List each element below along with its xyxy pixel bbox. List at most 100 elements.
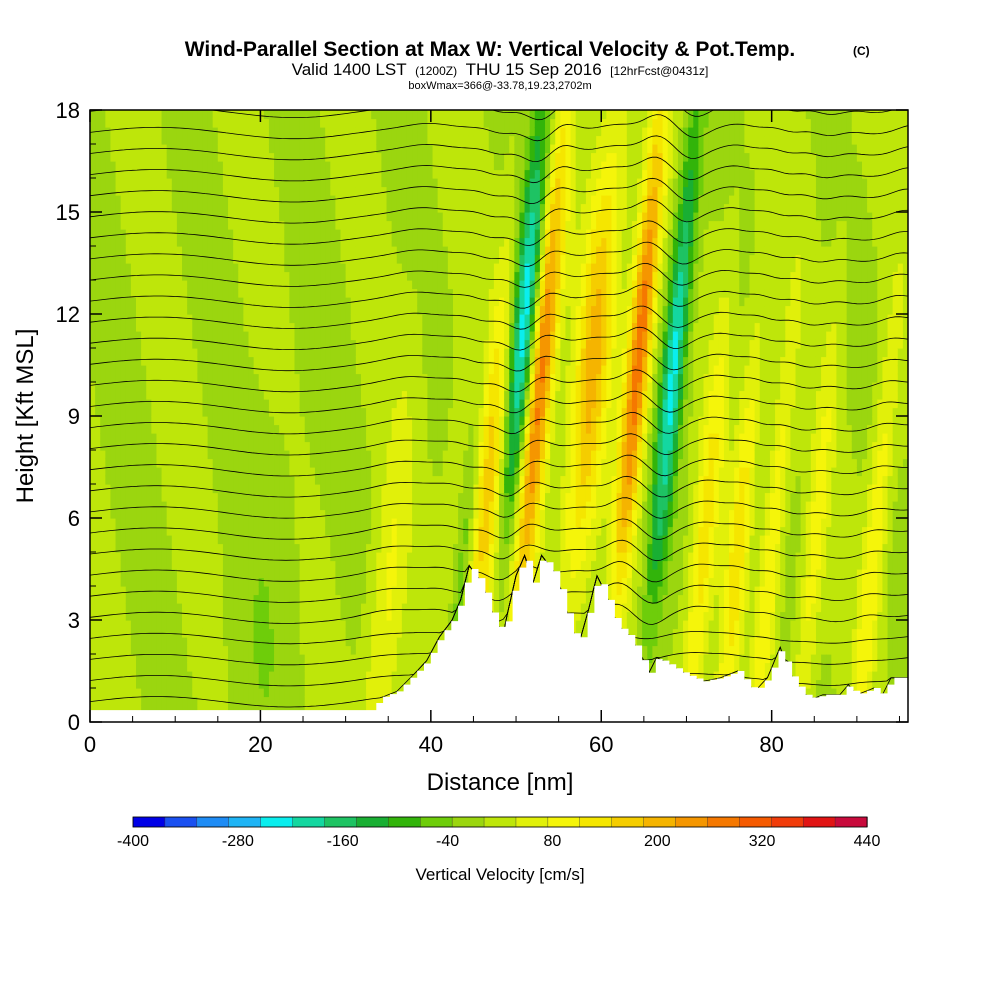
velocity-cell bbox=[427, 280, 434, 290]
velocity-cell bbox=[422, 535, 429, 545]
velocity-cell bbox=[355, 628, 362, 638]
velocity-cell bbox=[401, 212, 408, 222]
velocity-cell bbox=[136, 416, 142, 426]
velocity-cell bbox=[166, 110, 173, 120]
velocity-cell bbox=[187, 620, 193, 630]
velocity-cell bbox=[350, 671, 357, 681]
velocity-cell bbox=[366, 603, 372, 613]
velocity-cell bbox=[233, 594, 239, 604]
velocity-cell bbox=[90, 254, 96, 264]
velocity-cell bbox=[233, 254, 239, 264]
velocity-cell bbox=[171, 407, 178, 417]
velocity-cell bbox=[146, 152, 152, 162]
velocity-cell bbox=[202, 458, 209, 468]
velocity-cell bbox=[427, 212, 434, 222]
velocity-cell bbox=[355, 671, 362, 681]
velocity-cell bbox=[253, 577, 260, 587]
velocity-cell bbox=[151, 339, 158, 349]
velocity-cell bbox=[161, 501, 168, 511]
velocity-cell bbox=[166, 518, 173, 528]
velocity-cell bbox=[412, 586, 418, 596]
velocity-cell bbox=[115, 186, 122, 196]
velocity-cell bbox=[304, 331, 311, 341]
velocity-cell bbox=[284, 450, 290, 460]
velocity-cell bbox=[110, 212, 117, 222]
velocity-cell bbox=[274, 620, 280, 630]
velocity-cell bbox=[197, 144, 204, 154]
velocity-cell bbox=[130, 382, 137, 392]
velocity-cell bbox=[166, 161, 173, 171]
velocity-cell bbox=[381, 424, 388, 434]
velocity-cell bbox=[386, 203, 393, 213]
velocity-cell bbox=[396, 144, 403, 154]
velocity-cell bbox=[130, 501, 137, 511]
velocity-cell bbox=[314, 671, 321, 681]
velocity-cell bbox=[335, 586, 342, 596]
velocity-cell bbox=[304, 620, 311, 630]
velocity-cell bbox=[222, 152, 229, 162]
velocity-cell bbox=[171, 127, 178, 137]
velocity-cell bbox=[136, 586, 142, 596]
velocity-cell bbox=[222, 110, 229, 120]
velocity-cell bbox=[151, 450, 158, 460]
velocity-cell bbox=[355, 314, 362, 324]
velocity-cell bbox=[417, 662, 423, 672]
velocity-cell bbox=[212, 586, 219, 596]
velocity-cell bbox=[192, 662, 198, 672]
velocity-cell bbox=[299, 161, 306, 171]
velocity-cell bbox=[125, 399, 132, 409]
velocity-cell bbox=[299, 628, 306, 638]
velocity-cell bbox=[202, 229, 209, 239]
velocity-cell bbox=[309, 501, 316, 511]
velocity-cell bbox=[391, 645, 398, 655]
velocity-cell bbox=[406, 526, 413, 536]
velocity-cell bbox=[412, 322, 418, 332]
velocity-cell bbox=[371, 382, 377, 392]
velocity-cell bbox=[320, 127, 326, 137]
velocity-cell bbox=[314, 280, 321, 290]
velocity-cell bbox=[156, 475, 163, 485]
velocity-cell bbox=[350, 127, 357, 137]
velocity-cell bbox=[335, 577, 342, 587]
velocity-cell bbox=[381, 331, 388, 341]
velocity-cell bbox=[289, 679, 296, 689]
velocity-cell bbox=[105, 382, 112, 392]
velocity-cell bbox=[304, 628, 311, 638]
velocity-cell bbox=[432, 518, 439, 528]
velocity-cell bbox=[161, 288, 168, 298]
velocity-cell bbox=[304, 288, 311, 298]
velocity-cell bbox=[161, 331, 168, 341]
velocity-cell bbox=[110, 382, 117, 392]
velocity-cell bbox=[299, 603, 306, 613]
velocity-cell bbox=[197, 169, 204, 179]
velocity-cell bbox=[335, 331, 342, 341]
velocity-cell bbox=[176, 161, 183, 171]
velocity-cell bbox=[238, 263, 244, 273]
velocity-cell bbox=[406, 594, 413, 604]
velocity-cell bbox=[207, 450, 214, 460]
velocity-cell bbox=[171, 433, 178, 443]
velocity-cell bbox=[340, 178, 347, 188]
velocity-cell bbox=[412, 305, 418, 315]
velocity-cell bbox=[105, 135, 112, 145]
velocity-cell bbox=[304, 637, 311, 647]
velocity-cell bbox=[437, 212, 444, 222]
velocity-cell bbox=[100, 475, 106, 485]
velocity-cell bbox=[217, 688, 224, 698]
velocity-cell bbox=[366, 424, 372, 434]
velocity-cell bbox=[294, 560, 301, 570]
velocity-cell bbox=[130, 246, 137, 256]
velocity-cell bbox=[350, 416, 357, 426]
velocity-cell bbox=[396, 135, 403, 145]
velocity-cell bbox=[427, 322, 434, 332]
velocity-cell bbox=[228, 280, 234, 290]
velocity-cell bbox=[314, 169, 321, 179]
velocity-cell bbox=[386, 603, 393, 613]
velocity-cell bbox=[340, 518, 347, 528]
velocity-cell bbox=[151, 220, 158, 230]
velocity-cell bbox=[304, 475, 311, 485]
velocity-cell bbox=[396, 152, 403, 162]
velocity-cell bbox=[176, 484, 183, 494]
velocity-cell bbox=[95, 594, 101, 604]
velocity-cell bbox=[202, 144, 209, 154]
